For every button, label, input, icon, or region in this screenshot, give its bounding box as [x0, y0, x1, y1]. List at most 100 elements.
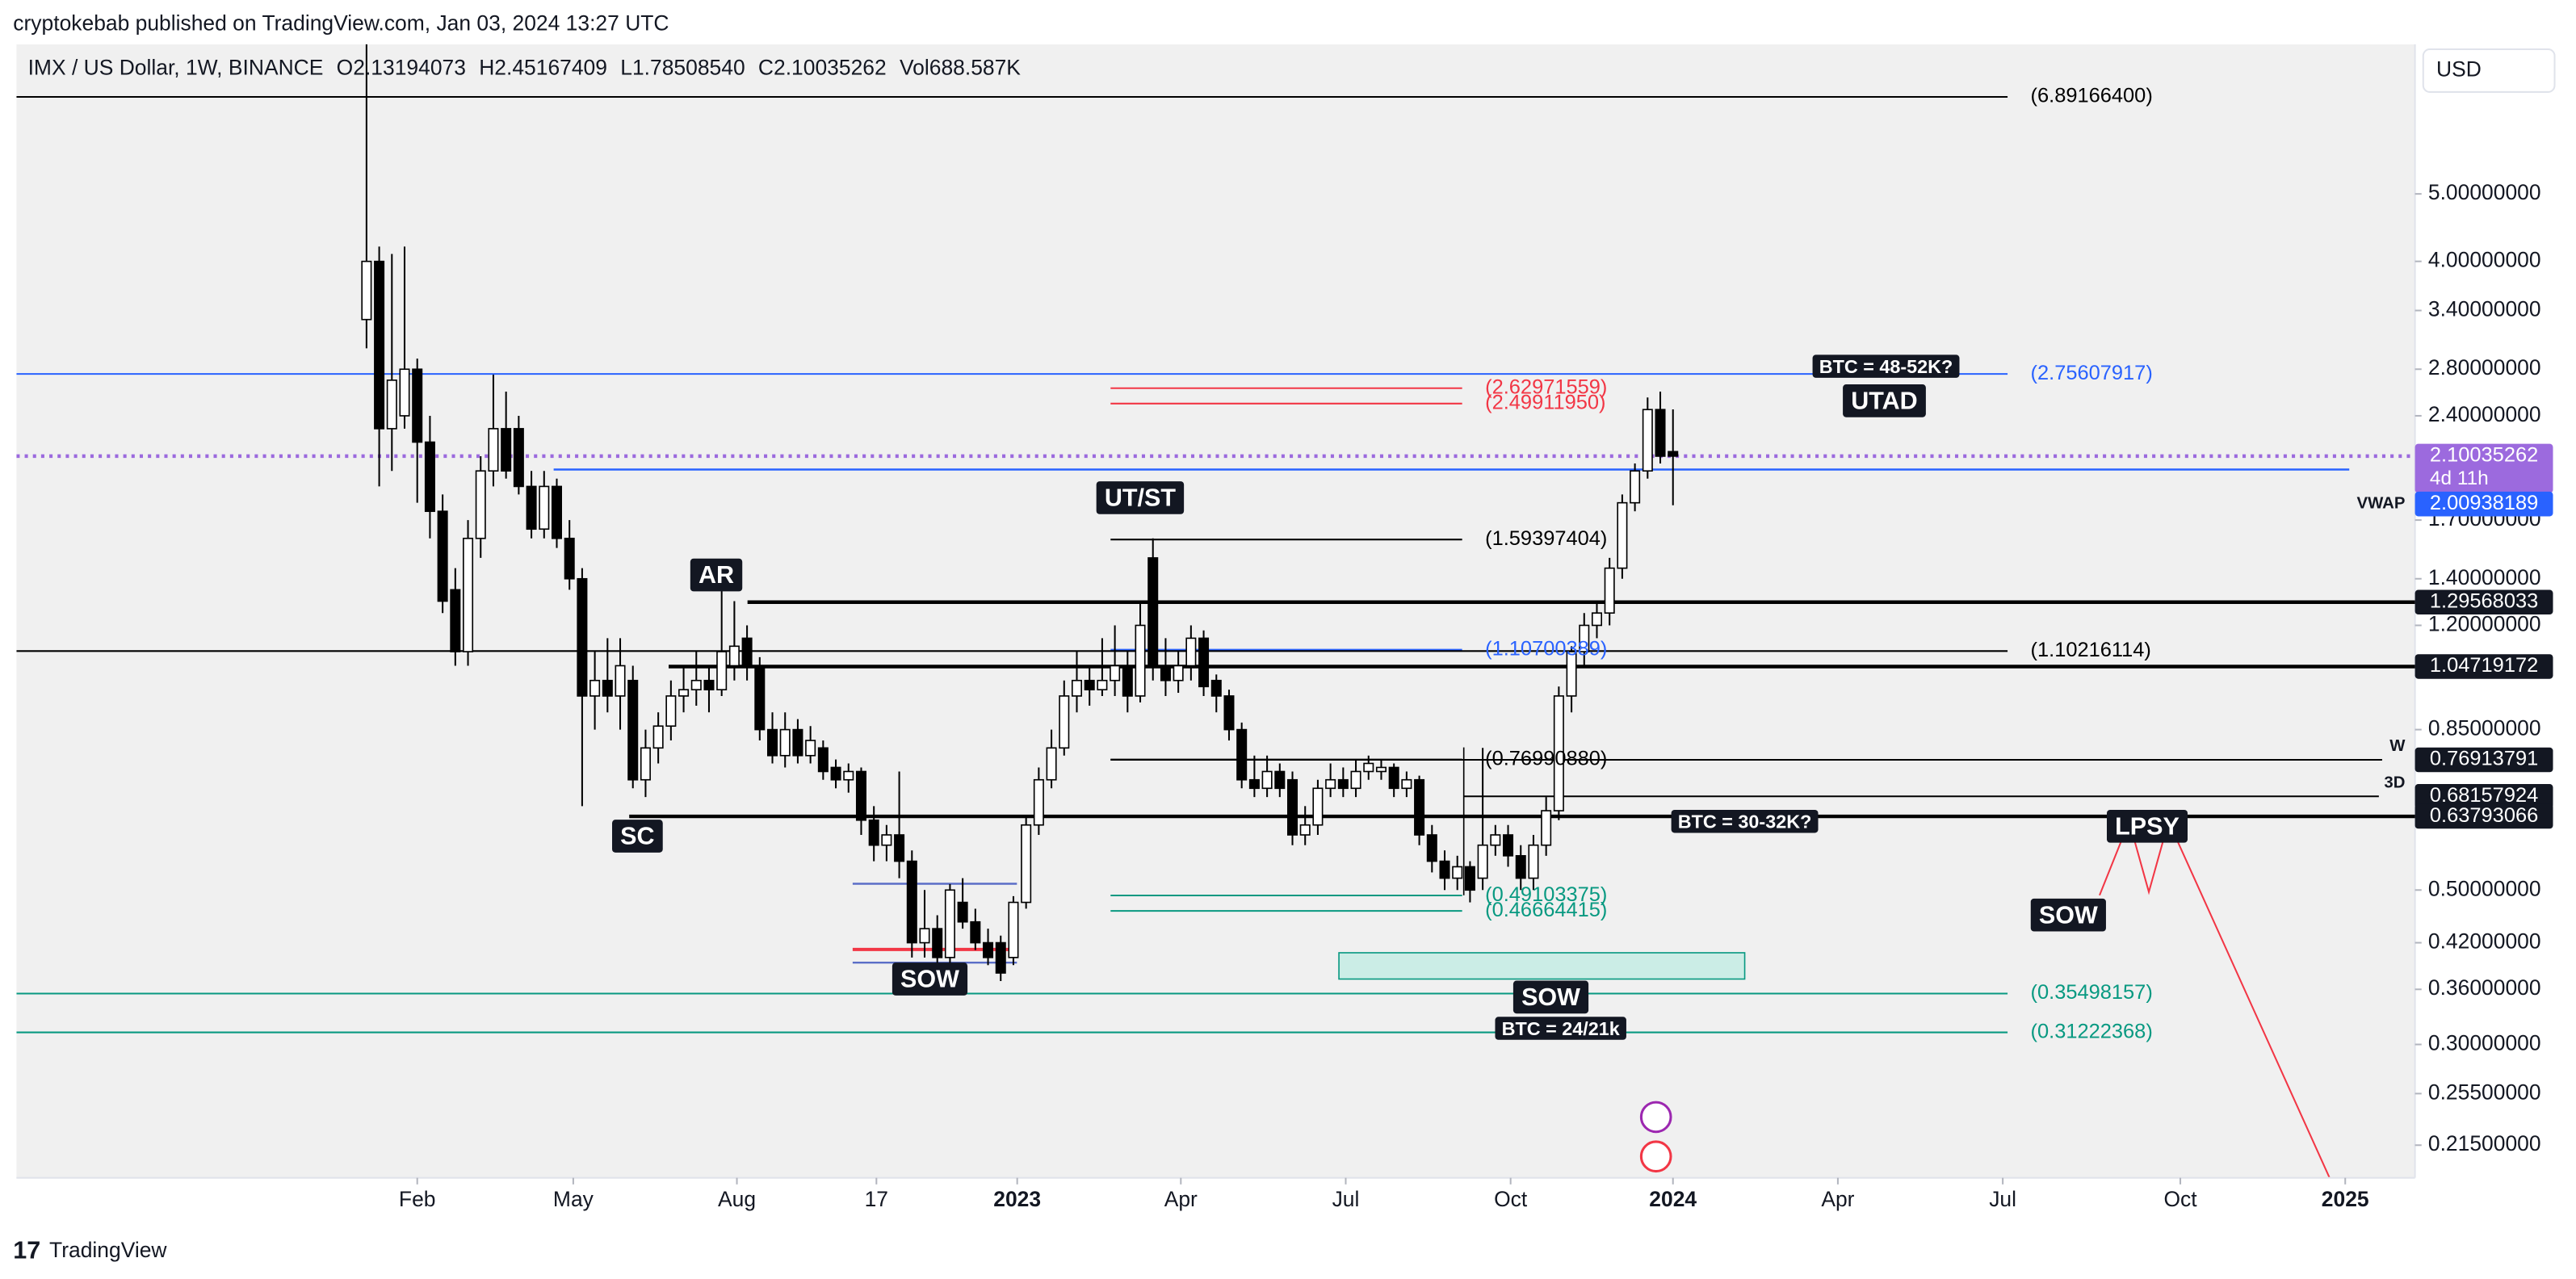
candle-body — [1071, 679, 1083, 697]
y-tick-label: 1.40000000 — [2428, 565, 2541, 589]
candle-body — [1388, 766, 1399, 790]
badge-label: 0.63793066 — [2430, 804, 2538, 827]
candle-body — [1236, 728, 1248, 781]
x-tick-label: Feb — [399, 1187, 436, 1211]
badge-label: 1.04719172 — [2430, 654, 2538, 677]
level-label: (2.75607917) — [2031, 362, 2153, 384]
candle-body — [1363, 762, 1374, 773]
x-tick-label: Apr — [1164, 1187, 1198, 1211]
candle-body — [399, 368, 410, 417]
brand-logo: 17 — [13, 1236, 40, 1264]
candle-body — [1337, 778, 1349, 790]
level-label: (0.46664415) — [1485, 899, 1607, 921]
y-tick-label: 2.80000000 — [2428, 355, 2541, 380]
candle-body — [488, 428, 499, 472]
y-tick-label: 0.42000000 — [2428, 929, 2541, 954]
candle-body — [539, 485, 550, 530]
candle-body — [1147, 557, 1159, 667]
y-tick-label: 0.85000000 — [2428, 716, 2541, 740]
symbol: IMX / US Dollar, 1W, BINANCE — [28, 55, 324, 79]
annotation-box — [1671, 809, 1819, 833]
x-tick-label: Oct — [2163, 1187, 2197, 1211]
annotation-box — [2106, 809, 2188, 843]
candle-body — [1515, 855, 1526, 879]
currency-button[interactable] — [2422, 48, 2556, 93]
candle-body — [1642, 409, 1653, 472]
candle-body — [1097, 679, 1108, 690]
level-label: (2.49911950) — [1485, 392, 1605, 414]
candle-body — [1059, 695, 1070, 749]
candle-body — [716, 651, 728, 690]
event-icon[interactable] — [1639, 1140, 1672, 1173]
x-tick-label: 2023 — [993, 1187, 1041, 1211]
candle-body — [1325, 778, 1336, 790]
candle-body — [843, 770, 854, 781]
candle-body — [881, 834, 892, 846]
candle-body — [551, 485, 563, 539]
y-tick-label: 0.30000000 — [2428, 1031, 2541, 1055]
candle-body — [868, 819, 879, 846]
annotation-box — [1812, 354, 1960, 378]
candle-body — [1210, 679, 1222, 697]
candle-body — [1185, 637, 1197, 667]
candle-body — [1490, 834, 1501, 846]
brand: 17 TradingView — [13, 1236, 167, 1264]
annotation-box — [612, 820, 663, 853]
candle-body — [995, 941, 1006, 974]
level-label: (1.59397404) — [1485, 527, 1607, 550]
annotation-text: BTC = 24/21k — [1502, 1018, 1621, 1039]
annotation-text: AR — [699, 561, 734, 589]
candle-body — [1553, 695, 1564, 811]
candle-body — [1655, 409, 1666, 457]
header: cryptokebab published on TradingView.com… — [13, 11, 669, 36]
annotation-text: SOW — [900, 966, 959, 993]
zone — [1338, 952, 1746, 980]
candle-body — [1223, 695, 1235, 731]
price-badge — [2414, 803, 2553, 829]
candle-body — [1375, 766, 1387, 773]
annotation-text: UTAD — [1851, 387, 1917, 414]
x-tick-label: 2025 — [2322, 1187, 2369, 1211]
candle-body — [627, 679, 639, 781]
annotation: BTC = 48-52K? — [1812, 354, 1960, 378]
annotation: AR — [690, 558, 743, 592]
x-tick-label: Jul — [1989, 1187, 2016, 1211]
badge-name: W — [2389, 737, 2406, 755]
plot — [16, 44, 2415, 1034]
candle-body — [374, 260, 385, 430]
candle-body — [424, 441, 435, 513]
candle-body — [602, 679, 613, 697]
y-tick-label: 1.20000000 — [2428, 611, 2541, 635]
candle-body — [970, 920, 981, 944]
candle-body — [894, 834, 905, 862]
projection — [2099, 819, 2331, 1179]
candle-body — [983, 941, 994, 958]
price-badge — [2414, 589, 2553, 615]
candle-body — [412, 368, 423, 443]
candle-body — [1617, 501, 1628, 569]
level-label: (1.10216114) — [2031, 639, 2151, 661]
candle-body — [919, 928, 930, 944]
annotation-text: SOW — [1521, 983, 1580, 1011]
candle-body — [1401, 778, 1412, 790]
candle-body — [665, 695, 677, 728]
candle-body — [1261, 770, 1273, 790]
annotation-box — [1495, 1017, 1626, 1040]
annotation: SOW — [2030, 898, 2106, 932]
candle-body — [1160, 665, 1171, 681]
currency[interactable]: USD — [2436, 57, 2482, 81]
event-icon[interactable] — [1639, 1101, 1672, 1134]
candle-body — [1630, 470, 1641, 504]
annotation-text: LPSY — [2115, 812, 2180, 840]
candle-body — [615, 665, 626, 697]
candle-body — [652, 725, 664, 749]
ohlc-value: O2.13194073 — [337, 55, 466, 79]
candle-body — [1084, 679, 1095, 690]
candle-body — [1528, 844, 1539, 879]
x-tick-label: 17 — [865, 1187, 888, 1211]
x-tick-label: Aug — [718, 1187, 756, 1211]
price-badge — [2414, 654, 2553, 679]
candle-body — [386, 380, 397, 430]
x-tick-label: May — [553, 1187, 594, 1211]
